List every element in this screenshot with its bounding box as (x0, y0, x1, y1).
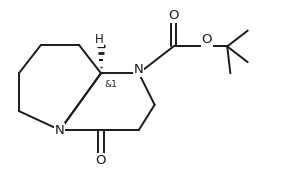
Text: N: N (55, 124, 65, 137)
Text: H: H (95, 33, 104, 46)
Text: &1: &1 (105, 80, 118, 89)
Text: O: O (201, 33, 212, 46)
Text: O: O (168, 9, 179, 22)
Text: N: N (134, 63, 144, 76)
Text: O: O (96, 154, 106, 167)
